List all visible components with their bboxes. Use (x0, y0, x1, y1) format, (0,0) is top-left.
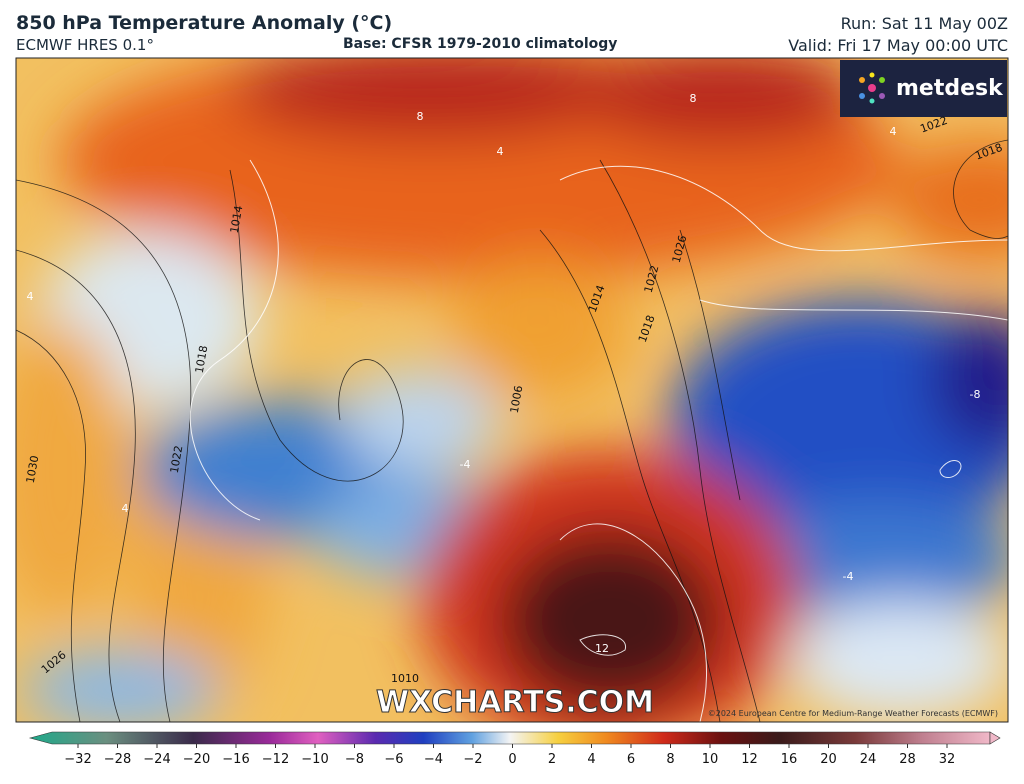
copyright: ©2024 European Centre for Medium-Range W… (708, 709, 998, 718)
anomaly-contours (189, 159, 1008, 722)
colorbar-label: −4 (424, 752, 443, 767)
colorbar-label: −2 (463, 752, 482, 767)
colorbar-label: −16 (222, 752, 249, 767)
contour-label: 4 (122, 502, 129, 515)
contour-label: 4 (890, 125, 897, 138)
model: ECMWF HRES 0.1° (16, 36, 154, 54)
watermark: WXCHARTS.COM (376, 685, 654, 720)
contour-label: 1030 (24, 454, 42, 484)
base: Base: CFSR 1979-2010 climatology (343, 36, 618, 52)
logo-icon (859, 72, 885, 104)
contour-label: 1018 (193, 344, 211, 374)
contour-label: 8 (417, 110, 424, 123)
colorbar-label: 32 (939, 752, 956, 767)
contour-label: 1014 (228, 204, 246, 234)
colorbar-label: −28 (104, 752, 131, 767)
logo-box (840, 60, 1007, 117)
contour-label: 1022 (168, 444, 186, 474)
colorbar-label: 2 (548, 752, 556, 767)
colorbar-label: −6 (384, 752, 403, 767)
colorbar-label: 0 (508, 752, 516, 767)
colorbar-label: 28 (899, 752, 916, 767)
contour-label: 4 (497, 145, 504, 158)
contour-label: 1006 (508, 384, 526, 414)
run: Run: Sat 11 May 00Z (840, 14, 1008, 33)
logo: metdesk (896, 76, 1004, 101)
colorbar-label: −10 (301, 752, 328, 767)
contour-label: 4 (27, 290, 34, 303)
contour-label: 1010 (391, 672, 419, 685)
colorbar-label: 8 (666, 752, 674, 767)
colorbar-label: −24 (143, 752, 170, 767)
colorbar-label: −12 (262, 752, 289, 767)
valid: Valid: Fri 17 May 00:00 UTC (788, 36, 1008, 55)
colorbar-label: 20 (820, 752, 837, 767)
contour-label: -8 (970, 388, 981, 401)
isobars (16, 139, 1008, 722)
anomaly-field (16, 58, 1008, 722)
colorbar-label: 4 (587, 752, 595, 767)
colorbar-label: 6 (627, 752, 635, 767)
colorbar-label: −32 (64, 752, 91, 767)
contour-label: -4 (843, 570, 854, 583)
contour-label: -4 (460, 458, 471, 471)
colorbar-label: 10 (702, 752, 719, 767)
title: 850 hPa Temperature Anomaly (°C) (16, 12, 393, 34)
contour-label: 8 (690, 92, 697, 105)
colorbar-label: 24 (860, 752, 877, 767)
contour-label: 12 (595, 642, 609, 655)
colorbar-label: −20 (183, 752, 210, 767)
colorbar-label: 12 (741, 752, 758, 767)
colorbar-label: 16 (781, 752, 798, 767)
colorbar-label: −8 (345, 752, 364, 767)
colorbar: −32 −28 −24 −20 −16 −12 −10 −8 −6 −4 −2 0 2 4 6 8 10 12 16… (28, 731, 1001, 767)
